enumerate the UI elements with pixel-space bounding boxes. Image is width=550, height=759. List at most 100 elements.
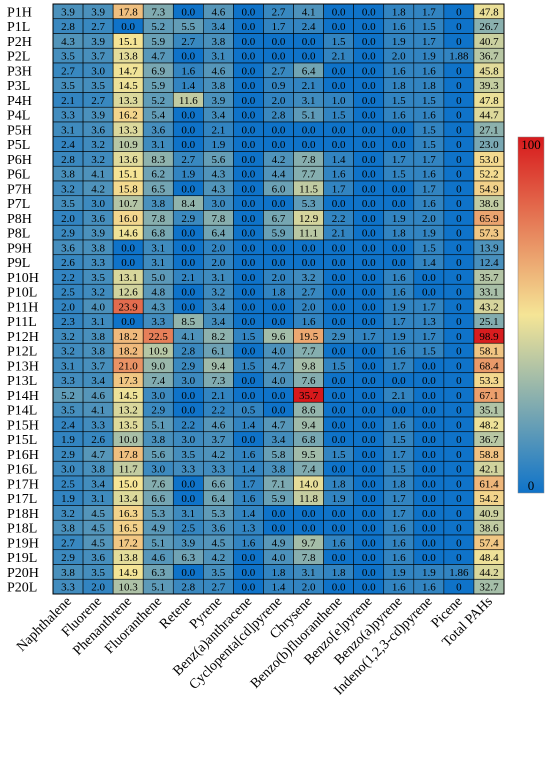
- cell-value-label: 2.0: [91, 582, 105, 594]
- row-label: P17L: [7, 492, 37, 507]
- cell-value-label: 3.5: [91, 80, 105, 92]
- cell-value-label: 0.0: [242, 139, 256, 151]
- row-label: P12H: [7, 330, 39, 345]
- cell-value-label: 2.3: [61, 316, 75, 328]
- cell-value-label: 1.8: [392, 228, 406, 240]
- cell-value-label: 5.9: [272, 493, 286, 505]
- cell-value-label: 2.0: [302, 301, 316, 313]
- cell-value-label: 1.7: [392, 154, 406, 166]
- cell-value-label: 1.6: [392, 65, 406, 77]
- cell-value-label: 4.2: [91, 183, 105, 195]
- row-label: P6L: [7, 168, 30, 183]
- cell-value-label: 0.0: [181, 183, 195, 195]
- cell-value-label: 3.0: [61, 464, 75, 476]
- cell-value-label: 0.0: [362, 434, 376, 446]
- cell-value-label: 1.6: [422, 65, 436, 77]
- cell-value-label: 1.9: [392, 213, 406, 225]
- cell-value-label: 17.2: [119, 537, 138, 549]
- cell-value-label: 0.0: [362, 51, 376, 63]
- cell-value-label: 0.0: [181, 301, 195, 313]
- cell-value-label: 0.0: [362, 257, 376, 269]
- cell-value-label: 1.5: [422, 21, 436, 33]
- cell-value-label: 4.7: [151, 51, 165, 63]
- cell-value-label: 2.8: [272, 110, 286, 122]
- cell-value-label: 0.0: [362, 301, 376, 313]
- cell-value-label: 0.0: [362, 6, 376, 18]
- cell-value-label: 2.0: [422, 213, 436, 225]
- cell-value-label: 40.7: [479, 36, 499, 48]
- cell-value-label: 65.9: [479, 213, 499, 225]
- cell-value-label: 0.0: [242, 154, 256, 166]
- cell-value-label: 7.8: [151, 213, 165, 225]
- cell-value-label: 0.0: [272, 301, 286, 313]
- cell-value-label: 1.6: [422, 110, 436, 122]
- cell-value-label: 44.7: [479, 110, 499, 122]
- cell-value-label: 1.6: [392, 21, 406, 33]
- cell-value-label: 0.0: [302, 51, 316, 63]
- cell-value-label: 0.0: [362, 21, 376, 33]
- cell-value-label: 0.0: [181, 124, 195, 136]
- cell-value-label: 0.0: [332, 582, 346, 594]
- cell-value-label: 1.6: [392, 552, 406, 564]
- cell-value-label: 3.5: [61, 80, 75, 92]
- cell-value-label: 0.0: [422, 287, 436, 299]
- cell-value-label: 0: [456, 419, 462, 431]
- cell-value-label: 1.7: [392, 508, 406, 520]
- cell-value-label: 0.0: [362, 124, 376, 136]
- cell-value-label: 2.9: [61, 552, 75, 564]
- cell-value-label: 22.5: [149, 331, 169, 343]
- cell-value-label: 0.0: [422, 508, 436, 520]
- cell-value-label: 2.0: [211, 257, 225, 269]
- cell-value-label: 1.8: [332, 567, 346, 579]
- cell-value-label: 9.7: [302, 537, 316, 549]
- cell-value-label: 2.7: [211, 582, 225, 594]
- cell-value-label: 0: [456, 405, 462, 417]
- cell-value-label: 6.9: [151, 65, 165, 77]
- cell-value-label: 7.6: [151, 478, 165, 490]
- cell-value-label: 3.6: [91, 552, 105, 564]
- cell-value-label: 2.1: [392, 390, 406, 402]
- cell-value-label: 0: [456, 390, 462, 402]
- cell-value-label: 0.0: [362, 478, 376, 490]
- cell-value-label: 2.2: [332, 213, 346, 225]
- cell-value-label: 0: [456, 242, 462, 254]
- cell-value-label: 5.2: [61, 390, 75, 402]
- cell-value-label: 1.4: [422, 257, 436, 269]
- cell-value-label: 2.6: [61, 257, 75, 269]
- cell-value-label: 0.0: [242, 6, 256, 18]
- cell-value-label: 0.0: [242, 183, 256, 195]
- row-label: P13L: [7, 374, 37, 389]
- cell-value-label: 3.1: [302, 567, 316, 579]
- row-label: P3H: [7, 64, 32, 79]
- cell-value-label: 38.6: [479, 198, 499, 210]
- cell-value-label: 2.9: [61, 449, 75, 461]
- cell-value-label: 5.2: [151, 21, 165, 33]
- cell-value-label: 0.0: [332, 21, 346, 33]
- cell-value-label: 3.7: [91, 360, 105, 372]
- cell-value-label: 3.0: [181, 434, 195, 446]
- cell-value-label: 2.4: [61, 139, 75, 151]
- cell-value-label: 11.5: [299, 183, 318, 195]
- cell-value-label: 0: [456, 21, 462, 33]
- cell-value-label: 0.0: [362, 537, 376, 549]
- cell-value-label: 3.6: [91, 213, 105, 225]
- cell-value-label: 5.1: [151, 419, 165, 431]
- cell-value-label: 1.5: [422, 95, 436, 107]
- cell-value-label: 3.8: [61, 169, 75, 181]
- row-label: P3L: [7, 79, 30, 94]
- cell-value-label: 0.0: [181, 493, 195, 505]
- cell-value-label: 2.9: [332, 331, 346, 343]
- cell-value-label: 7.6: [302, 375, 316, 387]
- heatmap-border: [52, 3, 505, 595]
- cell-value-label: 19.5: [299, 331, 319, 343]
- cell-value-label: 0.0: [362, 360, 376, 372]
- cell-value-label: 0.0: [302, 242, 316, 254]
- cell-value-label: 0.0: [332, 272, 346, 284]
- cell-value-label: 0: [456, 6, 462, 18]
- cell-value-label: 1.9: [392, 331, 406, 343]
- cell-value-label: 0.0: [332, 464, 346, 476]
- cell-value-label: 3.9: [91, 36, 105, 48]
- cell-value-label: 53.0: [479, 154, 499, 166]
- cell-value-label: 9.4: [211, 360, 225, 372]
